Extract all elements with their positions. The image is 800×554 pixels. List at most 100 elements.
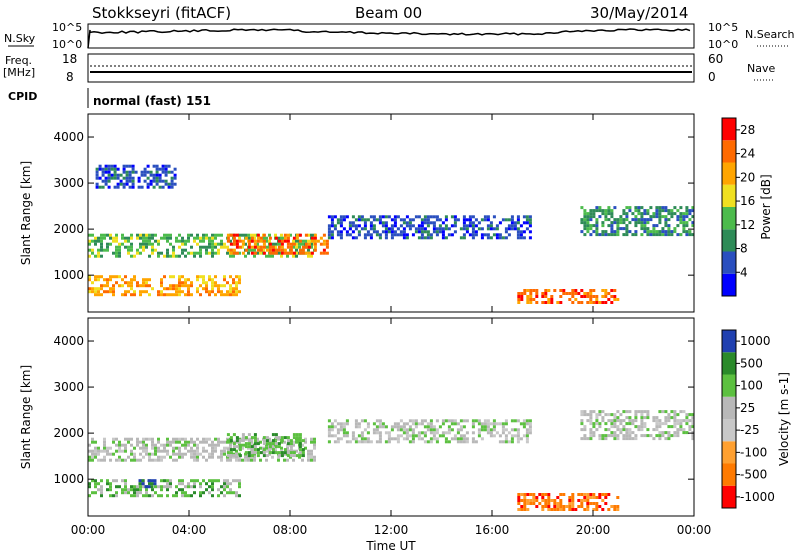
velocity-cell [100, 485, 103, 489]
power-cell [167, 182, 171, 186]
velocity-cell [232, 454, 236, 458]
power-cell [520, 295, 524, 298]
velocity-cell [667, 413, 671, 417]
power-cell [136, 284, 139, 288]
power-cell [232, 248, 236, 252]
velocity-cell [550, 499, 554, 502]
power-cell [116, 167, 120, 171]
power-cell [98, 185, 102, 189]
velocity-cell [157, 455, 160, 459]
power-cell [420, 233, 424, 237]
velocity-cell [583, 434, 587, 438]
velocity-cell [583, 508, 587, 511]
power-cell [202, 287, 205, 291]
velocity-cell [292, 443, 295, 447]
power-cell [202, 245, 205, 249]
velocity-cell [547, 496, 551, 499]
power-cell [408, 224, 412, 228]
velocity-cell [88, 458, 91, 462]
power-cell [375, 218, 379, 222]
power-cell [304, 233, 308, 237]
velocity-cell [396, 425, 400, 429]
velocity-cell [378, 437, 382, 441]
velocity-cell [411, 437, 415, 441]
power-cell [88, 242, 91, 246]
velocity-cell [399, 428, 403, 432]
power-cell [480, 233, 484, 237]
power-cell [214, 233, 217, 237]
velocity-cell [634, 425, 638, 429]
power-cell [164, 173, 168, 177]
velocity-cell [685, 416, 689, 420]
power-cell [295, 242, 298, 246]
power-cell [130, 245, 133, 249]
power-cell [330, 233, 334, 237]
velocity-cell [628, 416, 632, 420]
velocity-cell [247, 458, 250, 462]
power-cell [250, 248, 253, 252]
velocity-cell [652, 416, 656, 420]
power-cell [444, 224, 448, 228]
velocity-cell [97, 482, 100, 486]
velocity-cell [172, 458, 175, 462]
power-cell [330, 230, 334, 234]
power-cell [483, 233, 487, 237]
power-cell [161, 164, 165, 168]
power-cell [166, 236, 169, 240]
power-cell [393, 221, 397, 225]
power-cell [115, 275, 118, 279]
velocity-cell [88, 455, 91, 459]
velocity-cell [586, 499, 590, 502]
velocity-cell [471, 437, 475, 441]
power-cell [522, 230, 526, 234]
velocity-cell [598, 425, 602, 429]
velocity-cell [676, 431, 680, 435]
power-cell [417, 227, 421, 231]
power-cell [103, 284, 106, 288]
power-cell [196, 242, 199, 246]
velocity-cell [462, 437, 466, 441]
velocity-cell [664, 422, 668, 426]
power-cell [259, 236, 263, 240]
power-cell [673, 212, 677, 216]
velocity-cell [471, 440, 475, 444]
power-cell [304, 239, 307, 243]
velocity-cell [327, 419, 331, 423]
power-cell [468, 215, 472, 219]
power-cell [268, 236, 272, 240]
power-cell [100, 284, 103, 288]
velocity-cell [115, 479, 118, 483]
power-cell [402, 218, 406, 222]
power-cell [196, 290, 199, 294]
velocity-cell [181, 491, 184, 495]
velocity-cell [685, 422, 689, 426]
velocity-cell [586, 496, 590, 499]
power-cell [161, 167, 165, 171]
velocity-cell [160, 449, 163, 453]
power-cell [556, 301, 560, 304]
power-cell [550, 301, 554, 304]
velocity-cell [592, 502, 596, 505]
power-cell [235, 251, 239, 255]
power-cell [139, 233, 142, 237]
velocity-cell [667, 434, 671, 438]
power-cell [381, 215, 385, 219]
power-cell [336, 218, 340, 222]
power-cell [399, 233, 403, 237]
velocity-cell [226, 439, 230, 443]
power-cell [220, 293, 223, 297]
velocity-cell [217, 455, 220, 459]
velocity-cell [166, 452, 169, 456]
velocity-cell [313, 446, 316, 450]
velocity-cell [298, 436, 302, 440]
power-cell [658, 221, 662, 225]
power-cell [589, 301, 593, 304]
velocity-cell [268, 451, 272, 455]
power-cell [325, 242, 329, 246]
velocity-cell [387, 437, 391, 441]
power-cell [613, 295, 617, 298]
velocity-cell [673, 431, 677, 435]
velocity-cell [547, 502, 551, 505]
velocity-cell [510, 419, 514, 423]
velocity-cell [691, 419, 695, 423]
